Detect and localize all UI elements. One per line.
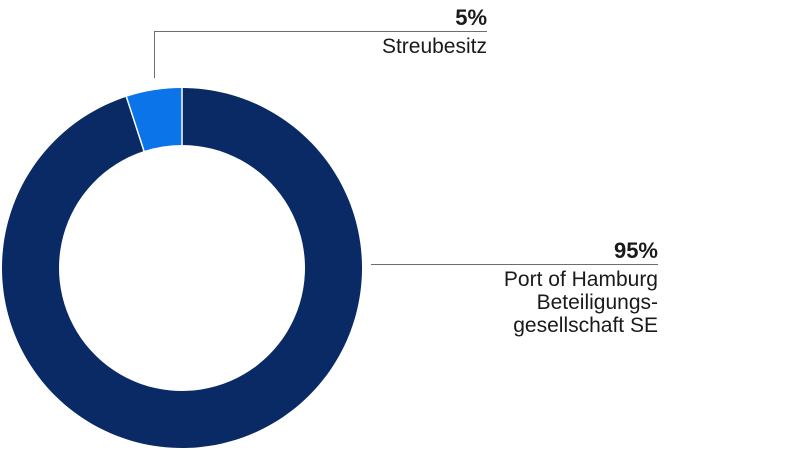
leader-line-streubesitz-vertical [154,31,155,78]
majority-name-line1: Port of Hamburg [503,268,658,291]
streubesitz-percentage-label: 5% [455,5,487,30]
streubesitz-name-label: Streubesitz [381,35,487,58]
slice-port-of-hamburg-beteiligungsgesellschaft-se [1,88,363,449]
leader-line-majority-horizontal [371,264,658,265]
leader-line-streubesitz-horizontal [154,31,487,32]
majority-percentage-label: 95% [613,238,658,263]
slice-separator [125,96,145,152]
slice-streubesitz [126,88,182,152]
majority-name-line3: gesellschaft SE [513,314,658,337]
majority-name-line2: Beteiligungs- [536,291,658,314]
majority-name-label: Port of Hamburg Beteiligungs-gesellschaft… [358,268,658,337]
